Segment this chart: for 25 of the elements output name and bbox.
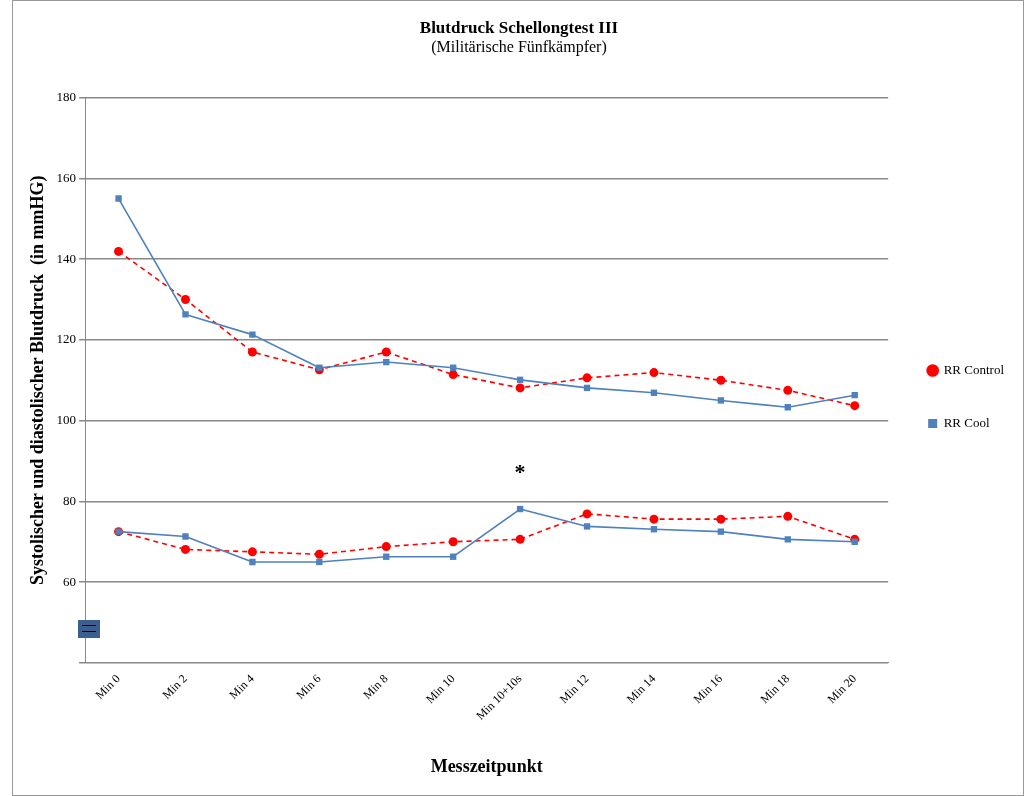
- y-tick-label: 60: [63, 573, 77, 589]
- chart-subtitle: (Militärische Fünfkämpfer): [431, 38, 607, 57]
- x-tick-label: Min 16: [690, 671, 726, 707]
- y-tick-label: 160: [56, 169, 77, 185]
- y-tick-label: 80: [63, 492, 77, 508]
- x-tick-label: Min 4: [226, 671, 257, 702]
- x-tick-label: Min 2: [159, 671, 190, 702]
- annotation: *: [514, 458, 526, 484]
- x-axis-title: Messzeitpunkt: [430, 755, 543, 776]
- x-tick-label: Min 0: [92, 671, 123, 702]
- y-tick-label: 100: [56, 412, 77, 428]
- legend-label: RR Cool: [943, 414, 990, 430]
- x-tick-label: Min 6: [293, 671, 324, 702]
- y-tick-label: 120: [56, 331, 77, 347]
- y-axis-title: Systolischer und diastolischer Blutdruck (in mmHG): [27, 175, 49, 585]
- legend-label: RR Control: [943, 361, 1005, 377]
- x-tick-label: Min 8: [360, 671, 391, 702]
- y-tick-label: 140: [56, 250, 77, 266]
- chart-title: Blutdruck Schellongtest III: [419, 17, 619, 37]
- y-tick-label: 180: [56, 89, 77, 105]
- x-tick-label: Min 20: [824, 671, 860, 707]
- x-tick-label: Min 12: [556, 671, 592, 707]
- x-tick-label: Min 10: [422, 671, 458, 707]
- x-tick-label: Min 14: [623, 671, 659, 707]
- x-tick-label: Min 18: [757, 671, 793, 707]
